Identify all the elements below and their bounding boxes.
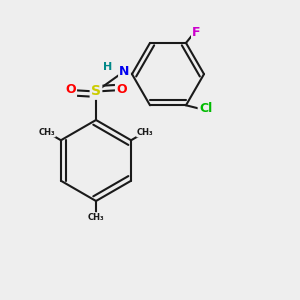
Text: O: O — [116, 83, 127, 97]
Text: O: O — [65, 83, 76, 97]
Text: CH₃: CH₃ — [137, 128, 154, 136]
Text: S: S — [91, 85, 101, 98]
Text: H: H — [103, 62, 112, 73]
Text: CH₃: CH₃ — [38, 128, 55, 136]
Text: F: F — [192, 26, 201, 39]
Text: N: N — [119, 64, 130, 78]
Text: Cl: Cl — [199, 102, 212, 115]
Text: CH₃: CH₃ — [88, 213, 104, 222]
